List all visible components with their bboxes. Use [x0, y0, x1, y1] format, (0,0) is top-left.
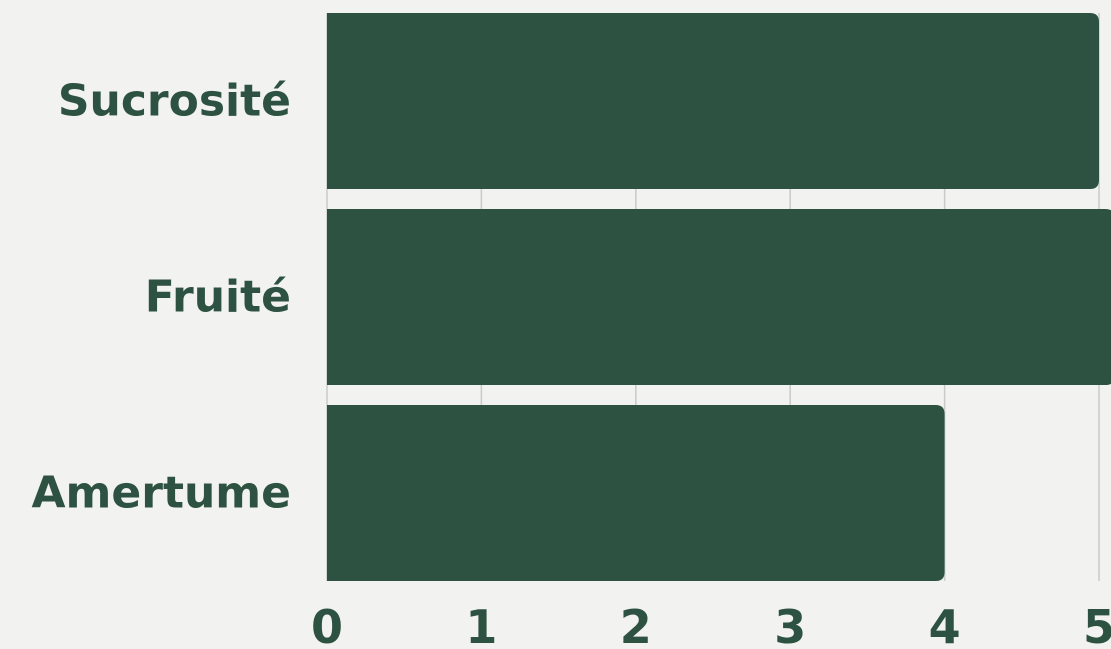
bar-fruité [327, 209, 1111, 385]
x-tick-label-1: 1 [465, 600, 497, 644]
bar-amertume [327, 405, 945, 581]
x-tick-label-2: 2 [620, 600, 652, 644]
category-label-amertume: Amertume [32, 468, 292, 519]
bar-sucrosité [327, 13, 1099, 189]
category-labels: Sucrosité Fruité Amertume [32, 76, 292, 519]
x-tick-label-5: 5 [1083, 600, 1111, 644]
category-label-sucrosité: Sucrosité [58, 76, 291, 127]
x-tick-label-3: 3 [774, 600, 806, 644]
x-tick-label-0: 0 [311, 600, 343, 644]
bars [327, 13, 1111, 581]
x-axis-ticks: 0 1 2 3 4 5 [311, 600, 1111, 649]
category-label-fruité: Fruité [145, 272, 291, 323]
x-tick-label-4: 4 [929, 600, 961, 644]
